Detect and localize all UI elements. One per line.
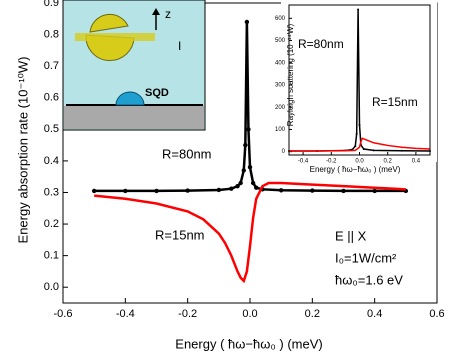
x-tick-label: 0.2 [384, 159, 393, 165]
y-tick-label: 0.5 [44, 123, 59, 135]
x-tick-label: 0.4 [412, 159, 421, 165]
x-tick-label: -0.2 [326, 159, 337, 165]
series-point [355, 132, 358, 135]
y-tick-label: 0.1 [44, 250, 59, 262]
series-point [241, 168, 246, 173]
y-tick-label: 200 [275, 105, 286, 111]
x-tick-label: 0.0 [242, 308, 257, 320]
y-tick-label: 100 [275, 127, 286, 133]
y-tick-label: 400 [275, 60, 286, 66]
y-axis-label: Energy absorption rate (10⁻¹⁰W) [15, 57, 30, 244]
y-tick-label: 600 [275, 16, 286, 22]
y-tick-label: 0.8 [44, 28, 59, 40]
annotation: R=15nm [372, 95, 418, 109]
substrate [64, 106, 204, 129]
x-tick-label: 0.4 [367, 308, 382, 320]
mnp-sphere-top [89, 13, 129, 33]
x-tick-label: -0.4 [298, 159, 309, 165]
y-axis-label: Rayleigh scattering (10⁻¹⁴W) [286, 23, 295, 126]
series-point [185, 188, 190, 193]
annotation: I₀=1W/cm² [335, 250, 397, 265]
i-label: I [178, 39, 181, 53]
series-point [247, 165, 253, 170]
x-tick-label: 0.6 [429, 308, 444, 320]
series-point [123, 188, 128, 194]
z-label: z [165, 7, 171, 21]
z-arrowhead [152, 8, 160, 15]
series-point [244, 19, 250, 25]
series-point [357, 8, 360, 11]
series-point [358, 124, 361, 126]
annotation: R=15nm [155, 227, 205, 242]
series-line [94, 181, 406, 284]
x-tick-label: -0.4 [116, 308, 135, 320]
y-tick-label: 0.0 [44, 281, 59, 293]
series-point [400, 149, 403, 152]
series-point [341, 188, 346, 194]
series-point [278, 188, 284, 193]
annotation: E || X [335, 228, 367, 243]
x-tick-label: 0.2 [305, 308, 320, 320]
series-point [250, 180, 256, 186]
x-tick-label: -0.6 [54, 308, 73, 320]
series-point [235, 183, 240, 189]
mnp-sphere [85, 34, 135, 62]
x-axis-label: Energy ( ħω−ħω₀ ) (meV) [310, 165, 401, 174]
y-tick-label: 300 [275, 83, 286, 89]
inset-diagram: z I SQD [62, 0, 206, 131]
series-point [216, 187, 222, 193]
plot-frame [288, 4, 431, 156]
series-point [91, 188, 97, 194]
series-point [243, 142, 248, 148]
annotation: R=80nm [298, 37, 344, 51]
series-point [254, 185, 259, 190]
annotation: ħω₀=1.6 eV [335, 272, 403, 287]
y-tick-label: 0.9 [44, 0, 59, 9]
y-tick-label: 0.4 [44, 155, 59, 167]
mnp-band [75, 33, 155, 41]
main-chart: -0.6 -0.4 -0.2 0.0 0.2 0.4 0.6 0.0 0.1 0.2 0.3 0.4 0… [15, 0, 444, 351]
series-point [372, 149, 375, 152]
series-point [362, 148, 365, 150]
series-point [310, 188, 315, 193]
y-tick-label: 0.3 [44, 186, 59, 198]
y-tick-label: 0 [282, 149, 286, 155]
y-tick-label: 0.6 [44, 92, 59, 104]
sqd-dome [115, 91, 145, 106]
series-line [289, 137, 431, 152]
inset-chart: -0.4 -0.2 0.0 0.2 0.4 0 100 200 300 400 500 600 Ener… [275, 2, 437, 174]
y-tick-label: 0.7 [44, 60, 59, 72]
y-tick-label: 0.2 [44, 218, 59, 230]
series-point [229, 186, 234, 191]
series-point [246, 127, 251, 132]
x-tick-label: -0.2 [178, 308, 197, 320]
series-point [354, 145, 357, 148]
series-point [238, 180, 243, 186]
x-axis-label: Energy ( ħω−ħω₀ ) (meV) [175, 336, 322, 351]
annotation: R=80nm [162, 146, 212, 161]
x-tick-label: 0.0 [355, 159, 364, 165]
series-point [372, 188, 377, 194]
sqd-label: SQD [145, 87, 169, 99]
series-point [154, 188, 159, 194]
y-tick-label: 500 [275, 38, 286, 44]
